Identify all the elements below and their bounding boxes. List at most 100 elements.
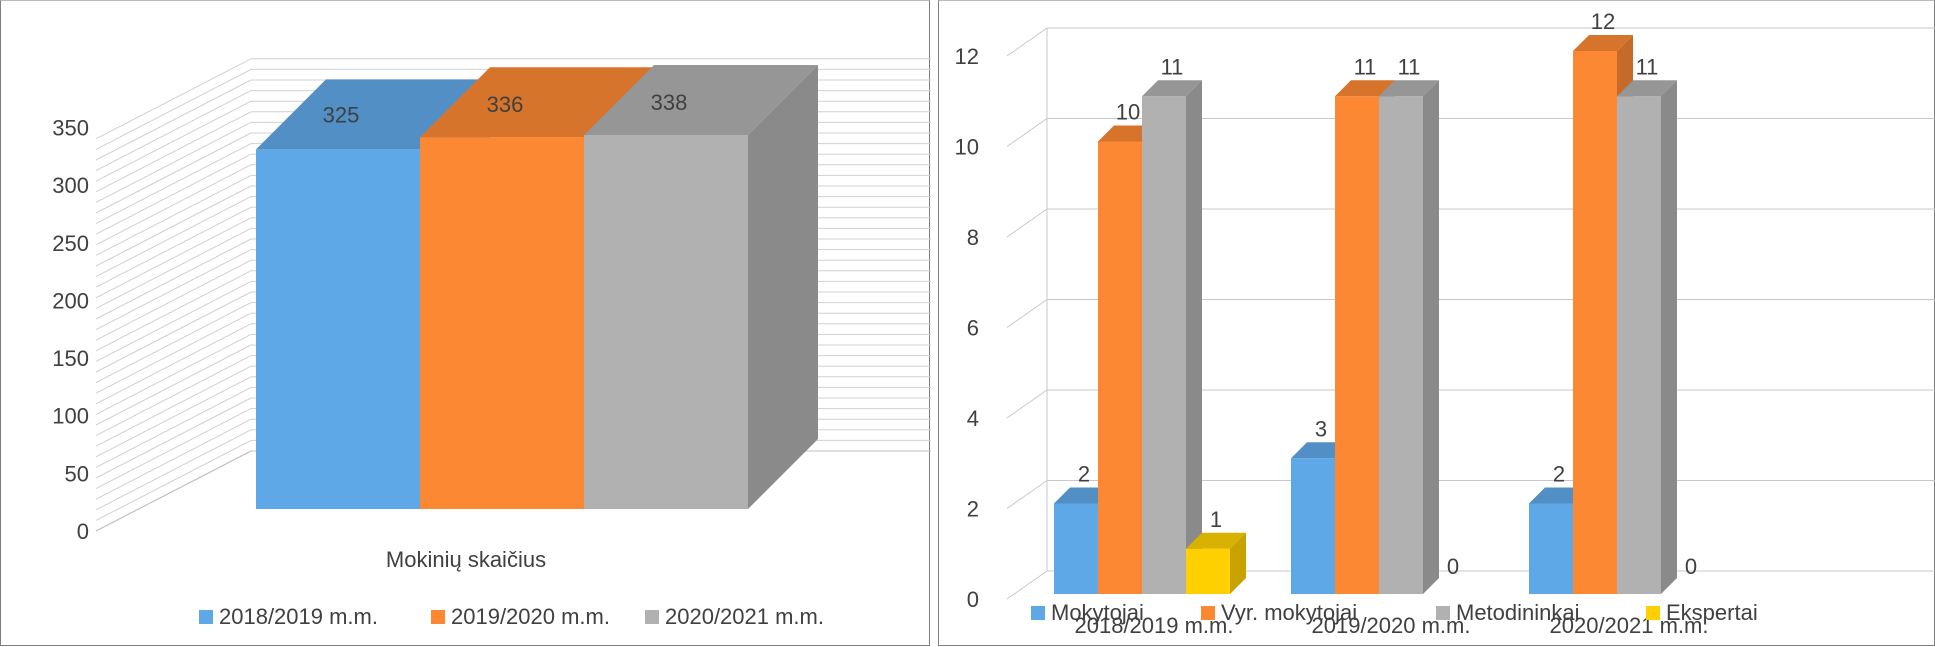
- grid-line: [95, 185, 252, 267]
- bar-1: [256, 149, 420, 509]
- bar-metodininkai-1-top: [1142, 80, 1202, 97]
- legend-label: 2019/2020 m.m.: [451, 604, 610, 629]
- bar-mokytojai-3: [1529, 503, 1573, 594]
- grid-line: [95, 408, 252, 490]
- bar-metodininkai-2: [1379, 96, 1423, 594]
- grid-line: [95, 365, 252, 447]
- bar-ekspertai-1: [1186, 548, 1230, 594]
- data-label: 12: [1591, 9, 1615, 34]
- y-tick-label: 4: [967, 406, 979, 431]
- y-tick-label: 250: [52, 231, 89, 256]
- grid-line: [95, 217, 252, 299]
- teachers-chart-panel: 0 2 4 6 8 10 12 2 10 11 1 2018/2019 m.m. 3 11 11 0 2019/…: [938, 0, 1935, 646]
- grid-line: [95, 68, 252, 150]
- y-tick-label: 200: [52, 288, 89, 313]
- grid-line: [95, 153, 252, 235]
- legend-swatch: [1436, 606, 1450, 620]
- data-label: 3: [1315, 416, 1327, 441]
- grid-line: [95, 355, 252, 437]
- students-chart: 0 50 100 150 200 250 300 350 325 336 338 Mokinių sk…: [52, 58, 931, 629]
- bar-metodininkai-2-side: [1423, 80, 1439, 594]
- y-tick-label: 2: [967, 497, 979, 522]
- x-category-label: Mokinių skaičius: [386, 547, 546, 572]
- y-tick-label: 100: [52, 404, 89, 429]
- y-tick-label: 12: [955, 44, 979, 69]
- data-label: 338: [651, 90, 688, 115]
- grid-line: [95, 196, 252, 278]
- data-label: 2: [1553, 462, 1565, 487]
- grid-line: [1006, 480, 1048, 509]
- grid-line: [95, 249, 252, 331]
- grid-line: [95, 280, 252, 362]
- bar-3: [584, 135, 748, 509]
- grid-line: [95, 439, 252, 521]
- bar-vyr-mokytojai-3: [1573, 51, 1617, 594]
- bar-vyr-mokytojai-1: [1098, 141, 1142, 594]
- bar-metodininkai-3: [1617, 96, 1661, 594]
- grid-line: [1006, 27, 1048, 57]
- grid-line: [95, 143, 252, 225]
- y-tick-label: 150: [52, 346, 89, 371]
- legend-label: Vyr. mokytojai: [1221, 600, 1357, 625]
- legend-swatch: [1031, 606, 1045, 620]
- grid-line: [95, 206, 252, 288]
- data-label: 10: [1116, 100, 1140, 125]
- y-tick-label: 0: [967, 587, 979, 612]
- floor-edge: [95, 450, 252, 532]
- bar-metodininkai-1: [1142, 96, 1186, 594]
- bar-3-top: [584, 65, 818, 135]
- grid-line: [95, 429, 252, 511]
- bar-metodininkai-2-top: [1379, 80, 1439, 97]
- data-label: 1: [1210, 507, 1222, 532]
- grid-line: [95, 100, 252, 182]
- data-label: 2: [1078, 462, 1090, 487]
- data-label: 11: [1161, 54, 1184, 79]
- grid-line: [95, 323, 252, 405]
- students-chart-panel: 0 50 100 150 200 250 300 350 325 336 338 Mokinių sk…: [0, 0, 931, 646]
- grid-line: [95, 174, 252, 256]
- y-tick-label: 8: [967, 225, 979, 250]
- legend-swatch: [431, 610, 445, 624]
- legend-label: 2018/2019 m.m.: [219, 604, 378, 629]
- data-label: 336: [487, 92, 524, 117]
- legend-swatch: [645, 610, 659, 624]
- bar-3-side: [748, 65, 818, 509]
- grid-line: [95, 90, 252, 172]
- grid-line: [95, 397, 252, 479]
- grid-line: [1006, 118, 1048, 147]
- grid-line: [95, 164, 252, 246]
- grid-line: [1006, 389, 1048, 419]
- y-tick-label: 0: [77, 519, 89, 544]
- bar-vyr-mokytojai-2: [1335, 96, 1379, 594]
- bar-metodininkai-3-top: [1617, 80, 1677, 97]
- grid-line: [95, 302, 252, 384]
- grid-line: [95, 312, 252, 394]
- grid-line: [95, 418, 252, 500]
- data-label: 325: [323, 102, 360, 127]
- bar-vyr-mokytojai-2-top: [1335, 80, 1395, 97]
- y-tick-label: 6: [967, 316, 979, 341]
- grid-line: [95, 111, 252, 193]
- grid-line: [95, 238, 252, 320]
- grid-line: [95, 121, 252, 203]
- grid-line: [95, 344, 252, 426]
- grid-line: [95, 58, 252, 140]
- legend-swatch: [1646, 606, 1660, 620]
- grid-line: [95, 333, 252, 415]
- data-label: 0: [1447, 554, 1459, 579]
- bar-metodininkai-1-side: [1186, 80, 1202, 594]
- bar-ekspertai-1-top: [1186, 532, 1246, 549]
- legend-label: Mokytojai: [1051, 600, 1144, 625]
- grid-line: [95, 291, 252, 373]
- legend-label: Metodininkai: [1456, 600, 1580, 625]
- grid-line: [95, 259, 252, 341]
- legend-label: 2020/2021 m.m.: [665, 604, 824, 629]
- data-label: 11: [1398, 54, 1421, 79]
- bar-vyr-mokytojai-3-top: [1573, 35, 1633, 51]
- grid-line: [95, 270, 252, 352]
- y-tick-label: 10: [955, 135, 979, 160]
- grid-line: [95, 376, 252, 458]
- legend-swatch: [1201, 606, 1215, 620]
- legend-label: Ekspertai: [1666, 600, 1758, 625]
